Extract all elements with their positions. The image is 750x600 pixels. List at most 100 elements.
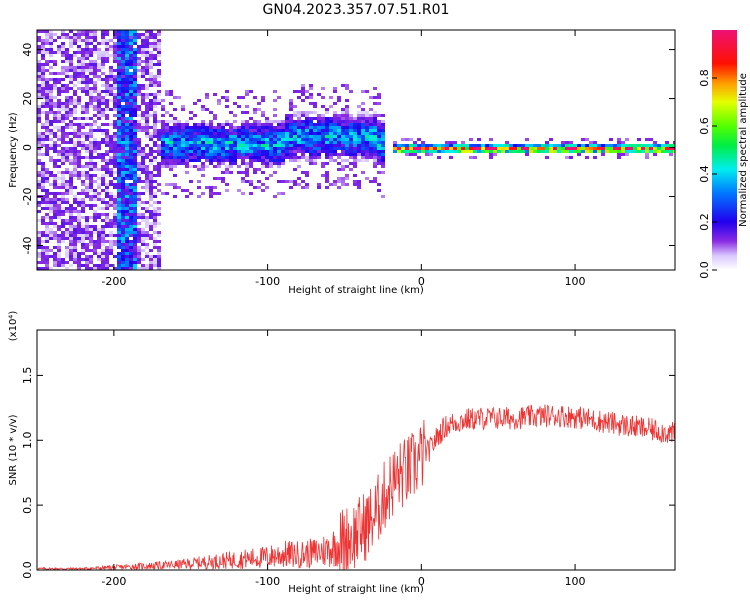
heatmap-cell [69, 114, 73, 117]
heatmap-cell [333, 120, 337, 123]
heatmap-cell [197, 168, 201, 171]
heatmap-cell [365, 126, 369, 129]
heatmap-cell [277, 153, 281, 156]
heatmap-cell [297, 123, 301, 126]
heatmap-cell [89, 183, 93, 186]
heatmap-cell [81, 225, 85, 228]
heatmap-cell [121, 45, 125, 48]
heatmap-cell [381, 126, 385, 129]
heatmap-cell [121, 147, 125, 150]
heatmap-cell [273, 114, 277, 117]
heatmap-cell [37, 234, 41, 237]
heatmap-cell [317, 129, 321, 132]
heatmap-cell [169, 129, 173, 132]
heatmap-cell [153, 246, 157, 249]
heatmap-cell [149, 114, 153, 117]
heatmap-cell [261, 189, 265, 192]
heatmap-cell [585, 150, 589, 153]
heatmap-cell [117, 105, 121, 108]
heatmap-cell [89, 159, 93, 162]
heatmap-cell [89, 228, 93, 231]
heatmap-cell [329, 159, 333, 162]
heatmap-cell [69, 204, 73, 207]
heatmap-cell [173, 108, 177, 111]
heatmap-cell [37, 78, 41, 81]
heatmap-cell [261, 183, 265, 186]
heatmap-cell [57, 216, 61, 219]
heatmap-cell [221, 126, 225, 129]
heatmap-cell [249, 135, 253, 138]
heatmap-cell [301, 87, 305, 90]
heatmap-cell [217, 126, 221, 129]
heatmap-cell [89, 135, 93, 138]
heatmap-cell [377, 129, 381, 132]
heatmap-cell [81, 237, 85, 240]
heatmap-cell [529, 150, 533, 153]
heatmap-cell [157, 135, 161, 138]
heatmap-cell [125, 246, 129, 249]
heatmap-cell [405, 144, 409, 147]
heatmap-cell [245, 147, 249, 150]
heatmap-cell [205, 96, 209, 99]
heatmap-cell [237, 153, 241, 156]
heatmap-cell [261, 132, 265, 135]
heatmap-cell [109, 162, 113, 165]
heatmap-cell [409, 150, 413, 153]
heatmap-cell [117, 174, 121, 177]
heatmap-cell [137, 114, 141, 117]
heatmap-cell [193, 156, 197, 159]
heatmap-cell [457, 147, 461, 150]
heatmap-cell [89, 147, 93, 150]
x-tick-label: 100 [565, 275, 586, 288]
heatmap-cell [117, 81, 121, 84]
heatmap-cell [281, 120, 285, 123]
heatmap-cell [89, 231, 93, 234]
x-tick-label: 0 [418, 575, 425, 588]
heatmap-cell [561, 150, 565, 153]
heatmap-cell [41, 234, 45, 237]
heatmap-cell [429, 147, 433, 150]
heatmap-cell [233, 150, 237, 153]
heatmap-cell [53, 234, 57, 237]
heatmap-cell [101, 264, 105, 267]
heatmap-cell [109, 252, 113, 255]
snr-frame [36, 329, 676, 571]
heatmap-cell [45, 153, 49, 156]
heatmap-cell [81, 141, 85, 144]
heatmap-cell [117, 84, 121, 87]
heatmap-cell [85, 162, 89, 165]
heatmap-cell [85, 192, 89, 195]
heatmap-cell [45, 231, 49, 234]
heatmap-cell [345, 114, 349, 117]
heatmap-cell [45, 102, 49, 105]
heatmap-cell [157, 171, 161, 174]
heatmap-cell [309, 156, 313, 159]
heatmap-cell [657, 144, 661, 147]
heatmap-cell [125, 96, 129, 99]
heatmap-cell [105, 39, 109, 42]
heatmap-cell [173, 141, 177, 144]
heatmap-cell [573, 150, 577, 153]
heatmap-cell [489, 150, 493, 153]
heatmap-cell [205, 156, 209, 159]
heatmap-cell [61, 171, 65, 174]
heatmap-cell [53, 63, 57, 66]
heatmap-cell [269, 144, 273, 147]
heatmap-cell [73, 198, 77, 201]
heatmap-cell [305, 183, 309, 186]
heatmap-cell [381, 144, 385, 147]
heatmap-cell [213, 177, 217, 180]
heatmap-cell [153, 75, 157, 78]
heatmap-cell [129, 165, 133, 168]
snr-y-ticks: 0.00.51.01.5 [21, 367, 675, 579]
heatmap-cell [313, 162, 317, 165]
heatmap-cell [165, 141, 169, 144]
heatmap-cell [85, 267, 89, 270]
heatmap-cell [101, 174, 105, 177]
heatmap-cell [349, 120, 353, 123]
heatmap-cell [53, 195, 57, 198]
heatmap-cell [109, 225, 113, 228]
heatmap-cell [289, 159, 293, 162]
heatmap-cell [77, 33, 81, 36]
heatmap-cell [37, 132, 41, 135]
